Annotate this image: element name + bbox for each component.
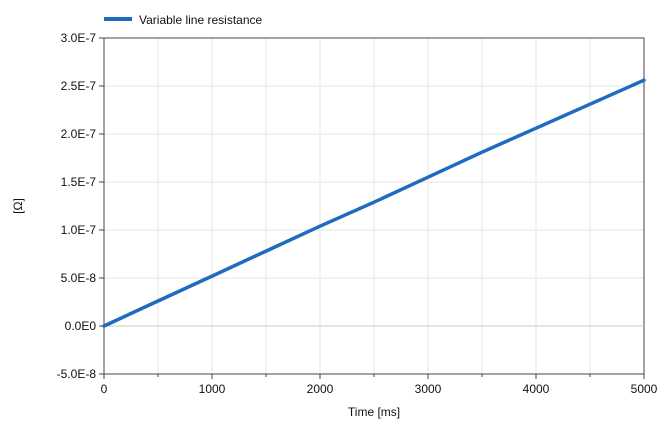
series-layer	[102, 78, 646, 328]
y-tick-label: 3.0E-7	[61, 31, 97, 45]
y-tick-labels: -5.0E-8 0.0E0 5.0E-8 1.0E-7 1.5E-7 2.0E-7 2.5E…	[57, 31, 97, 381]
tick-marks	[99, 37, 645, 379]
y-axis-label: [Ω]	[11, 198, 25, 214]
x-tick-label: 3000	[415, 382, 442, 396]
y-tick-label: 1.0E-7	[61, 223, 97, 237]
x-tick-label: 1000	[199, 382, 226, 396]
legend-label-variable-line-resistance: Variable line resistance	[139, 13, 263, 27]
y-tick-label: 2.0E-7	[61, 127, 97, 141]
x-tick-label: 0	[101, 382, 108, 396]
y-tick-label: 1.5E-7	[61, 175, 97, 189]
y-tick-label: 0.0E0	[65, 319, 97, 333]
series-line-variable-line-resistance	[102, 78, 646, 328]
x-tick-label: 4000	[523, 382, 550, 396]
x-tick-label: 2000	[307, 382, 334, 396]
y-tick-label: 5.0E-8	[61, 271, 97, 285]
grid-lines	[104, 38, 644, 374]
y-tick-label: -5.0E-8	[57, 367, 97, 381]
x-tick-label: 5000	[631, 382, 658, 396]
y-tick-label: 2.5E-7	[61, 79, 97, 93]
x-axis-label: Time [ms]	[348, 405, 400, 419]
legend: Variable line resistance	[104, 13, 263, 27]
x-tick-labels: 0 1000 2000 3000 4000 5000	[101, 382, 658, 396]
